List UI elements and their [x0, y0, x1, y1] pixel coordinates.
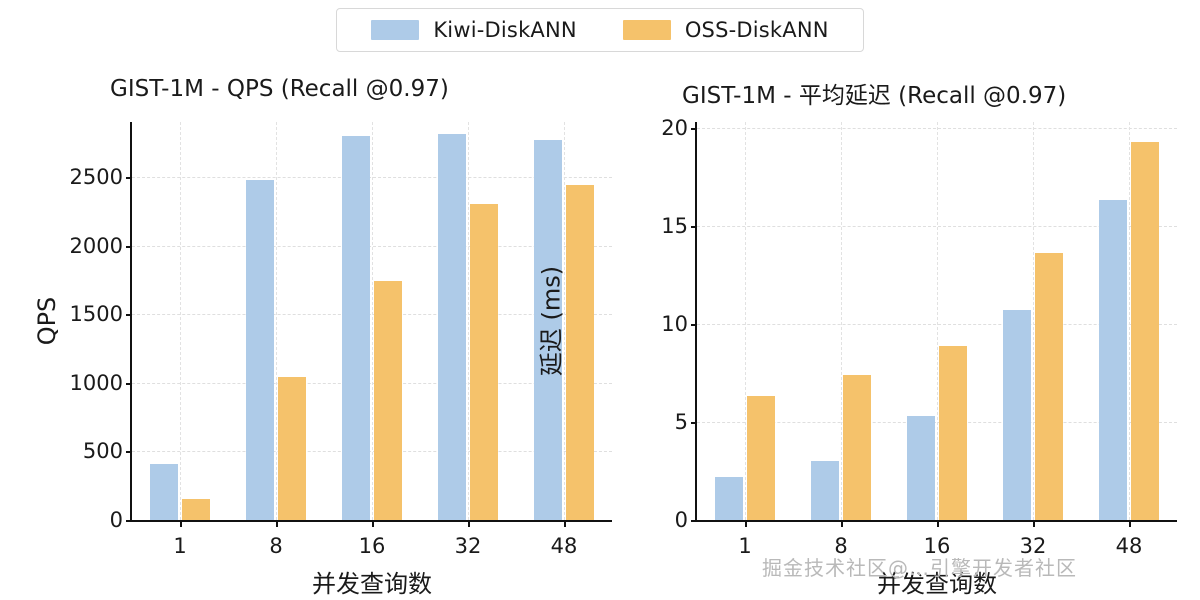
legend-item-oss-diskann: OSS-DiskANN [622, 18, 829, 42]
bar-qps-kiwi-diskann-32 [437, 134, 467, 520]
y-tick-mark [691, 421, 697, 424]
y-tick-label-latency: 20 [661, 115, 688, 140]
bar-latency-kiwi-diskann-8 [810, 461, 840, 520]
bar-qps-kiwi-diskann-16 [341, 135, 371, 520]
bar-latency-kiwi-diskann-32 [1002, 310, 1032, 520]
y-axis-label-latency: 延迟 (ms) [537, 265, 566, 377]
chart-title-latency: GIST-1M - 平均延迟 (Recall @0.97) [682, 83, 1067, 109]
y-tick-label-qps: 1500 [69, 302, 123, 327]
y-tick-label-qps: 500 [82, 439, 123, 464]
chart-legend: Kiwi-DiskANN OSS-DiskANN [336, 8, 864, 52]
x-tick-mark [745, 520, 747, 527]
gridline-vertical [276, 122, 277, 520]
y-tick-label-qps: 1000 [69, 370, 123, 395]
y-tick-label-latency: 5 [674, 409, 688, 434]
x-axis-label-latency: 并发查询数 [877, 570, 997, 598]
y-tick-mark [691, 520, 697, 522]
x-tick-label-qps: 16 [358, 534, 386, 558]
gridline-vertical [468, 122, 469, 520]
y-tick-mark [126, 451, 132, 454]
legend-item-kiwi-diskann: Kiwi-DiskANN [371, 18, 577, 42]
y-tick-label-latency: 15 [661, 213, 688, 238]
bar-latency-oss-diskann-48 [1130, 141, 1160, 520]
y-tick-label-qps: 0 [109, 508, 123, 532]
bar-qps-oss-diskann-32 [469, 204, 499, 520]
y-tick-mark [691, 127, 697, 130]
x-tick-label-latency: 32 [1019, 534, 1047, 558]
gridline-vertical [1129, 122, 1130, 520]
legend-swatch-kiwi-diskann [371, 20, 420, 40]
gridline-vertical [1033, 122, 1034, 520]
x-tick-mark [468, 520, 470, 527]
y-tick-label-latency: 0 [674, 508, 688, 532]
y-tick-mark [126, 520, 132, 522]
x-tick-label-qps: 48 [550, 534, 578, 558]
x-tick-mark [937, 520, 939, 527]
bar-latency-kiwi-diskann-16 [906, 416, 936, 520]
bar-latency-kiwi-diskann-1 [714, 476, 744, 520]
x-tick-mark [180, 520, 182, 527]
x-tick-label-latency: 8 [834, 534, 848, 558]
y-tick-mark [691, 225, 697, 228]
bar-latency-oss-diskann-8 [842, 374, 872, 520]
bar-qps-oss-diskann-48 [565, 185, 595, 520]
bar-qps-oss-diskann-8 [277, 377, 307, 520]
x-tick-mark [1129, 520, 1131, 527]
bar-qps-kiwi-diskann-8 [245, 179, 275, 520]
x-tick-mark [276, 520, 278, 527]
y-tick-label-qps: 2000 [69, 233, 123, 258]
plot-area-latency: 延迟 (ms) 并发查询数 0 5 10 15 20 1 8 16 32 48 [537, 116, 1177, 598]
gridline-vertical [745, 122, 746, 520]
legend-label-oss-diskann: OSS-DiskANN [684, 18, 829, 42]
x-tick-label-qps: 8 [269, 534, 283, 558]
bar-qps-kiwi-diskann-48 [533, 139, 563, 520]
y-tick-mark [691, 323, 697, 326]
bar-qps-oss-diskann-16 [373, 281, 403, 520]
y-tick-mark [126, 382, 132, 385]
y-tick-mark [126, 176, 132, 179]
x-tick-mark [564, 520, 566, 527]
chart-panel-qps: GIST-1M - QPS (Recall @0.97) QPS 并发查询数 0… [0, 60, 630, 600]
gridline-vertical [937, 122, 938, 520]
gridline-vertical [372, 122, 373, 520]
gridline-vertical [564, 122, 565, 520]
gridline-vertical [180, 122, 181, 520]
legend-swatch-oss-diskann [622, 20, 671, 40]
bar-latency-kiwi-diskann-48 [1098, 200, 1128, 520]
bar-qps-kiwi-diskann-1 [149, 463, 179, 520]
plot-area-qps: QPS 并发查询数 0 500 1000 1500 2000 2500 1 8 16 32 48 [33, 122, 612, 598]
chart-panel-latency: GIST-1M - 平均延迟 (Recall @0.97) 延迟 (ms) 并发… [537, 60, 1200, 600]
x-tick-label-latency: 16 [923, 534, 951, 558]
y-axis-label-qps: QPS [33, 296, 62, 346]
y-tick-mark [126, 314, 132, 317]
gridline-vertical [841, 122, 842, 520]
x-tick-label-latency: 48 [1115, 534, 1143, 558]
bar-latency-oss-diskann-1 [746, 396, 776, 520]
x-tick-mark [372, 520, 374, 527]
x-tick-label-qps: 1 [173, 534, 187, 558]
y-tick-label-qps: 2500 [69, 164, 123, 189]
bar-latency-oss-diskann-32 [1034, 253, 1064, 520]
bar-latency-oss-diskann-16 [938, 345, 968, 520]
x-tick-label-qps: 32 [454, 534, 482, 558]
bar-qps-oss-diskann-1 [181, 499, 211, 520]
x-tick-mark [1033, 520, 1035, 527]
legend-label-kiwi-diskann: Kiwi-DiskANN [433, 18, 577, 42]
y-tick-label-latency: 10 [661, 311, 688, 336]
x-axis-label-qps: 并发查询数 [312, 570, 432, 598]
x-tick-mark [841, 520, 843, 527]
chart-title-qps: GIST-1M - QPS (Recall @0.97) [110, 76, 449, 102]
y-tick-mark [126, 245, 132, 248]
x-tick-label-latency: 1 [738, 534, 752, 558]
